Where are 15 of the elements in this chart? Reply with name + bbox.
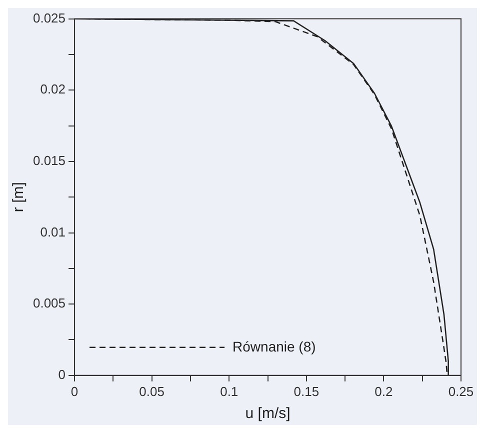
y-tick-label: 0.02: [40, 82, 66, 97]
y-tick-label: 0.005: [32, 296, 66, 311]
x-tick-label: 0.25: [448, 384, 474, 399]
y-tick-label: 0.015: [32, 153, 66, 168]
text: Równanie (8): [232, 338, 316, 354]
y-tick-label: 0: [58, 366, 66, 382]
x-tick-label: 0.05: [139, 384, 164, 399]
x-tick-label: 0.2: [374, 384, 393, 399]
y-tick-label: 0.01: [40, 224, 66, 240]
x-tick-label: 0: [70, 384, 78, 399]
x-tick-label: 0.1: [220, 384, 238, 399]
y-tick-label: 0.025: [32, 10, 66, 26]
x-axis-title: u [m/s]: [245, 405, 290, 422]
x-tick-label: 0.15: [294, 384, 320, 399]
y-axis-title: r [m]: [10, 182, 28, 212]
